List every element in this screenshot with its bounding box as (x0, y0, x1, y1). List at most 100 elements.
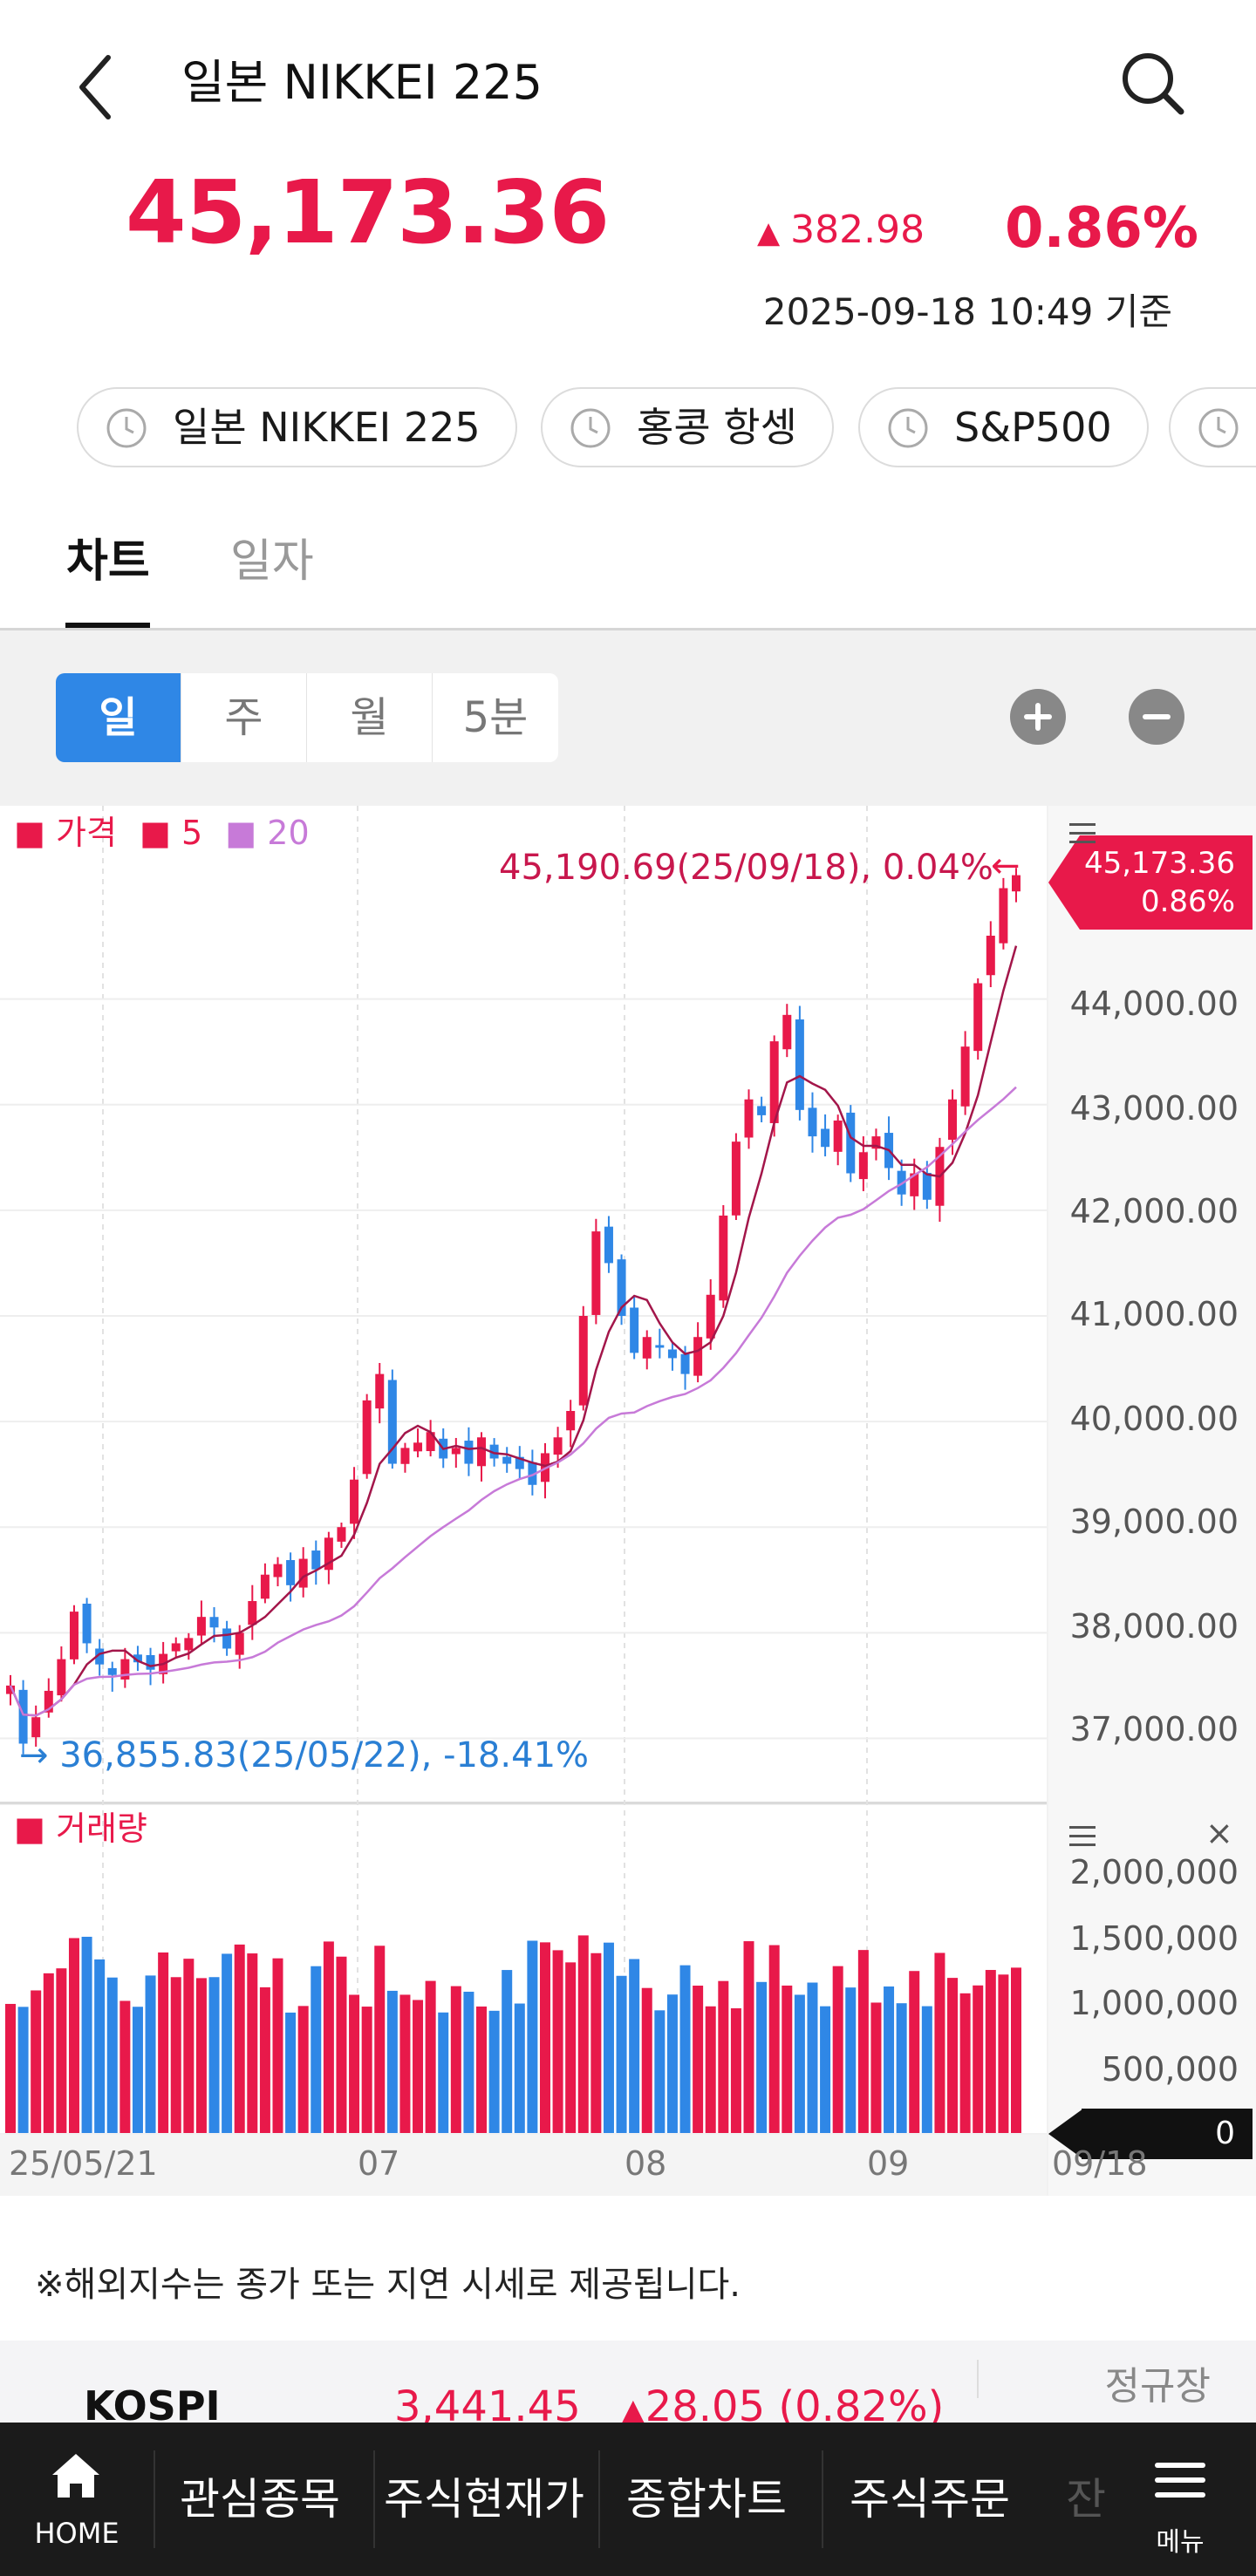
volume-bar (234, 1944, 245, 2133)
volume-bar (297, 2006, 309, 2133)
bottom-nav (0, 2423, 1256, 2576)
volume-bar (438, 2012, 449, 2133)
chip-sp500[interactable]: S&P500 (858, 387, 1149, 467)
vol-tick: 2,000,000 (1069, 1853, 1239, 1891)
volume-bar (921, 2006, 932, 2133)
volume-bar (998, 1974, 1009, 2133)
volume-bar (973, 1985, 984, 2133)
candle-body (44, 1690, 53, 1713)
nav-stock-order[interactable]: 주식주문 (850, 2474, 1010, 2525)
volume-bar (718, 1980, 729, 2133)
volume-bar (807, 1982, 818, 2133)
arrow-right-icon: → (19, 1735, 49, 1775)
y-tick: 37,000.00 (1069, 1710, 1239, 1748)
volume-bar (705, 2006, 716, 2133)
candle-body (642, 1337, 652, 1359)
volume-bar (654, 2010, 666, 2133)
back-button[interactable] (77, 52, 112, 122)
zoom-in-button[interactable] (1010, 689, 1066, 745)
nav-menu[interactable]: 메뉴 (1130, 2423, 1256, 2576)
candle-body (451, 1448, 461, 1455)
timestamp: 2025-09-18 10:49 기준 (762, 290, 1172, 333)
legend-square-icon: ■ (14, 814, 45, 852)
candle-body (744, 1099, 754, 1138)
chip-more[interactable] (1169, 387, 1256, 467)
volume-bar (896, 2003, 907, 2133)
candle-body (82, 1604, 92, 1644)
volume-bar (386, 1990, 398, 2133)
menu-lines-icon[interactable] (1069, 1826, 1096, 1846)
chevron-left-icon (79, 55, 111, 119)
candlestick-chart (0, 806, 1047, 2133)
clock-icon (570, 408, 611, 448)
candle-body (324, 1537, 333, 1571)
volume-bar (106, 1977, 118, 2133)
menu-lines-icon[interactable] (1069, 823, 1096, 843)
kospi-session: 정규장 (1104, 2364, 1211, 2409)
candle-body (858, 1152, 868, 1180)
chip-hangseng[interactable]: 홍콩 항셍 (541, 387, 834, 467)
volume-bar (195, 1978, 207, 2133)
volume-bar (616, 1975, 627, 2133)
price-plot[interactable] (0, 806, 1047, 1802)
chip-nikkei[interactable]: 일본 NIKKEI 225 (77, 387, 517, 467)
candle-body (999, 888, 1008, 944)
candle-body (337, 1527, 346, 1542)
current-price: 45,173.36 (126, 161, 610, 263)
volume-bar (145, 1975, 156, 2133)
candle-body (1012, 875, 1020, 892)
tab-indicator (65, 623, 150, 629)
candle-body (235, 1632, 244, 1655)
x-tick: 25/05/21 (9, 2144, 158, 2183)
volume-bar (374, 1946, 386, 2133)
candle-body (171, 1643, 181, 1652)
hamburger-icon (1155, 2463, 1205, 2498)
nav-home[interactable]: HOME (0, 2423, 154, 2576)
divider (373, 2450, 375, 2548)
candle-body (655, 1345, 665, 1348)
zoom-out-button[interactable] (1129, 689, 1184, 745)
candle-body (808, 1107, 817, 1137)
volume-bar (285, 2012, 297, 2133)
search-button[interactable] (1118, 49, 1186, 117)
volume-bar (985, 1970, 996, 2133)
search-icon (1123, 53, 1184, 115)
period-month[interactable]: 월 (307, 673, 433, 762)
period-5min[interactable]: 5분 (433, 673, 558, 762)
kospi-name: KOSPI (84, 2382, 221, 2429)
candle-body (578, 1316, 588, 1406)
y-tick: 43,000.00 (1069, 1089, 1239, 1128)
current-price-tag: 45,173.36 0.86% (1048, 835, 1253, 930)
candle-body (782, 1014, 792, 1050)
volume-bar (413, 2000, 424, 2133)
tab-chart[interactable]: 차트 (66, 535, 150, 588)
close-icon[interactable]: × (1205, 1814, 1233, 1852)
volume-bar (629, 1959, 640, 2133)
clock-icon (1198, 408, 1239, 448)
candle-body (311, 1550, 321, 1570)
volume-bar (208, 1977, 220, 2133)
volume-bar (450, 1986, 461, 2133)
candle-body (248, 1601, 257, 1625)
vol-tick: 500,000 (1101, 2050, 1239, 2089)
volume-bar (336, 1956, 347, 2133)
tab-daily[interactable]: 일자 (230, 535, 314, 588)
volume-bar (94, 1959, 106, 2133)
low-label: → 36,855.83(25/05/22), -18.41% (19, 1735, 590, 1775)
y-tick: 40,000.00 (1069, 1400, 1239, 1438)
vol-tick: 1,000,000 (1069, 1984, 1239, 2022)
volume-bar (119, 2000, 131, 2133)
candle-body (209, 1617, 219, 1628)
volume-bar (514, 2003, 525, 2133)
nav-combined-chart[interactable]: 종합차트 (626, 2474, 787, 2525)
volume-bar (222, 1953, 233, 2133)
period-day[interactable]: 일 (56, 673, 181, 762)
x-tick: 09 (867, 2144, 910, 2183)
period-week[interactable]: 주 (181, 673, 307, 762)
candle-body (184, 1638, 194, 1651)
nav-more-partial[interactable]: 잔 (1066, 2474, 1106, 2525)
volume-bar (323, 1941, 334, 2133)
nav-watchlist[interactable]: 관심종목 (180, 2474, 340, 2525)
candle-body (566, 1411, 576, 1431)
nav-current-price[interactable]: 주식현재가 (384, 2474, 584, 2525)
